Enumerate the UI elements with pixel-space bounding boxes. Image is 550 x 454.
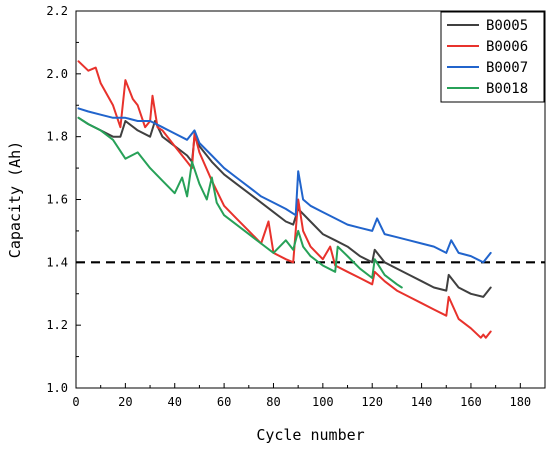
legend-label-b0018: B0018 xyxy=(486,81,528,97)
x-tick-label: 40 xyxy=(168,395,182,409)
y-tick-label: 1.4 xyxy=(46,255,68,269)
y-tick-label: 2.0 xyxy=(46,67,68,81)
series-line-b0005 xyxy=(77,116,492,298)
x-tick-label: 80 xyxy=(266,395,280,409)
legend: B0005 B0006 B0007 B0018 xyxy=(440,11,545,103)
series-layer xyxy=(77,60,492,339)
legend-label-b0006: B0006 xyxy=(486,39,528,55)
legend-label-b0005: B0005 xyxy=(486,18,528,34)
y-tick-label: 1.2 xyxy=(46,318,68,332)
x-axis-title: Cycle number xyxy=(256,426,364,444)
y-tick-label: 1.8 xyxy=(46,130,68,144)
legend-label-b0007: B0007 xyxy=(486,60,528,76)
x-tick-label: 60 xyxy=(217,395,231,409)
x-tick-label: 100 xyxy=(312,395,334,409)
y-tick-label: 1.0 xyxy=(46,381,68,395)
x-tick-label: 180 xyxy=(509,395,531,409)
series-line-b0006 xyxy=(77,60,492,339)
axis-layer: 0 20 40 60 80 100 120 140 160 180 1.0 1.2 1.4 1.6 1.8 2… xyxy=(46,4,531,409)
x-tick-label: 0 xyxy=(72,395,79,409)
x-tick-label: 160 xyxy=(460,395,482,409)
series-line-b0018 xyxy=(77,116,403,289)
x-tick-label: 20 xyxy=(118,395,132,409)
y-tick-label: 2.2 xyxy=(46,4,68,18)
x-tick-label: 120 xyxy=(361,395,383,409)
y-axis-title: Capacity (Ah) xyxy=(6,141,24,258)
series-line-b0007 xyxy=(77,107,492,264)
x-tick-label: 140 xyxy=(411,395,433,409)
y-tick-label: 1.6 xyxy=(46,193,68,207)
